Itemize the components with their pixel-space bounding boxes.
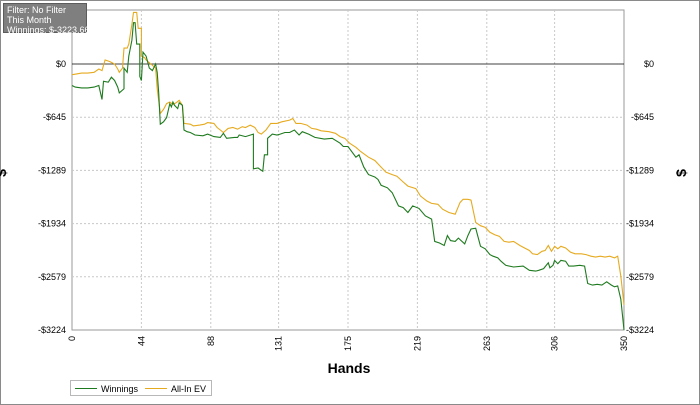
- y-tick-label-left: -$1934: [38, 219, 66, 229]
- legend-swatch-winnings: [75, 388, 97, 389]
- grid: [71, 9, 625, 331]
- series-line-allin-ev: [71, 11, 625, 305]
- y-tick-label-left: -$1289: [38, 165, 66, 175]
- legend: Winnings All-In EV: [70, 380, 212, 396]
- x-axis-title: Hands: [328, 360, 371, 376]
- legend-swatch-allin-ev: [145, 388, 167, 389]
- y-tick-label-right: -$3224: [626, 325, 654, 335]
- x-tick-label: 131: [274, 336, 284, 351]
- winnings-total: Winnings: $-3223.66: [7, 25, 90, 35]
- x-tick-label: 0: [67, 336, 77, 341]
- period-label: This Month: [7, 15, 52, 25]
- series-lines: [71, 11, 625, 331]
- y-tick-label-right: -$645: [631, 112, 654, 122]
- y-tick-label-left: -$3224: [38, 325, 66, 335]
- series-line-winnings: [71, 22, 625, 331]
- y-tick-label-right: -$2579: [626, 272, 654, 282]
- legend-label-allin-ev: All-In EV: [171, 383, 207, 394]
- legend-label-winnings: Winnings: [101, 383, 139, 394]
- x-tick-label: 350: [619, 336, 629, 351]
- y-tick-label-left: $0: [56, 59, 66, 69]
- x-tick-label: 175: [343, 336, 353, 351]
- info-box: Filter: No Filter This Month Winnings: $…: [3, 3, 90, 35]
- x-tick-label: 219: [412, 336, 422, 351]
- legend-item-allin-ev: All-In EV: [145, 383, 206, 394]
- y-ticks-right: $0 -$645 -$1289 -$1934 -$2579 -$3224: [626, 59, 654, 335]
- y-tick-label-right: -$1934: [626, 219, 654, 229]
- y-tick-label-right: -$1289: [626, 165, 654, 175]
- x-tick-label: 306: [550, 336, 560, 351]
- x-ticks: 0 44 88 131 175 219 263 306 350: [67, 336, 629, 351]
- legend-item-winnings: Winnings: [75, 383, 138, 394]
- y-tick-label-right: $0: [644, 59, 654, 69]
- filter-label: Filter: No Filter: [7, 5, 67, 15]
- x-tick-label: 88: [206, 336, 216, 346]
- y-axis-title-right: $: [673, 169, 689, 177]
- y-tick-label-left: -$2579: [38, 272, 66, 282]
- y-tick-label-left: -$645: [43, 112, 66, 122]
- x-tick-label: 44: [136, 336, 146, 346]
- x-tick-label: 263: [482, 336, 492, 351]
- y-ticks-left: $0 -$645 -$1289 -$1934 -$2579 -$3224: [38, 59, 66, 335]
- y-axis-title-left: $: [0, 169, 9, 177]
